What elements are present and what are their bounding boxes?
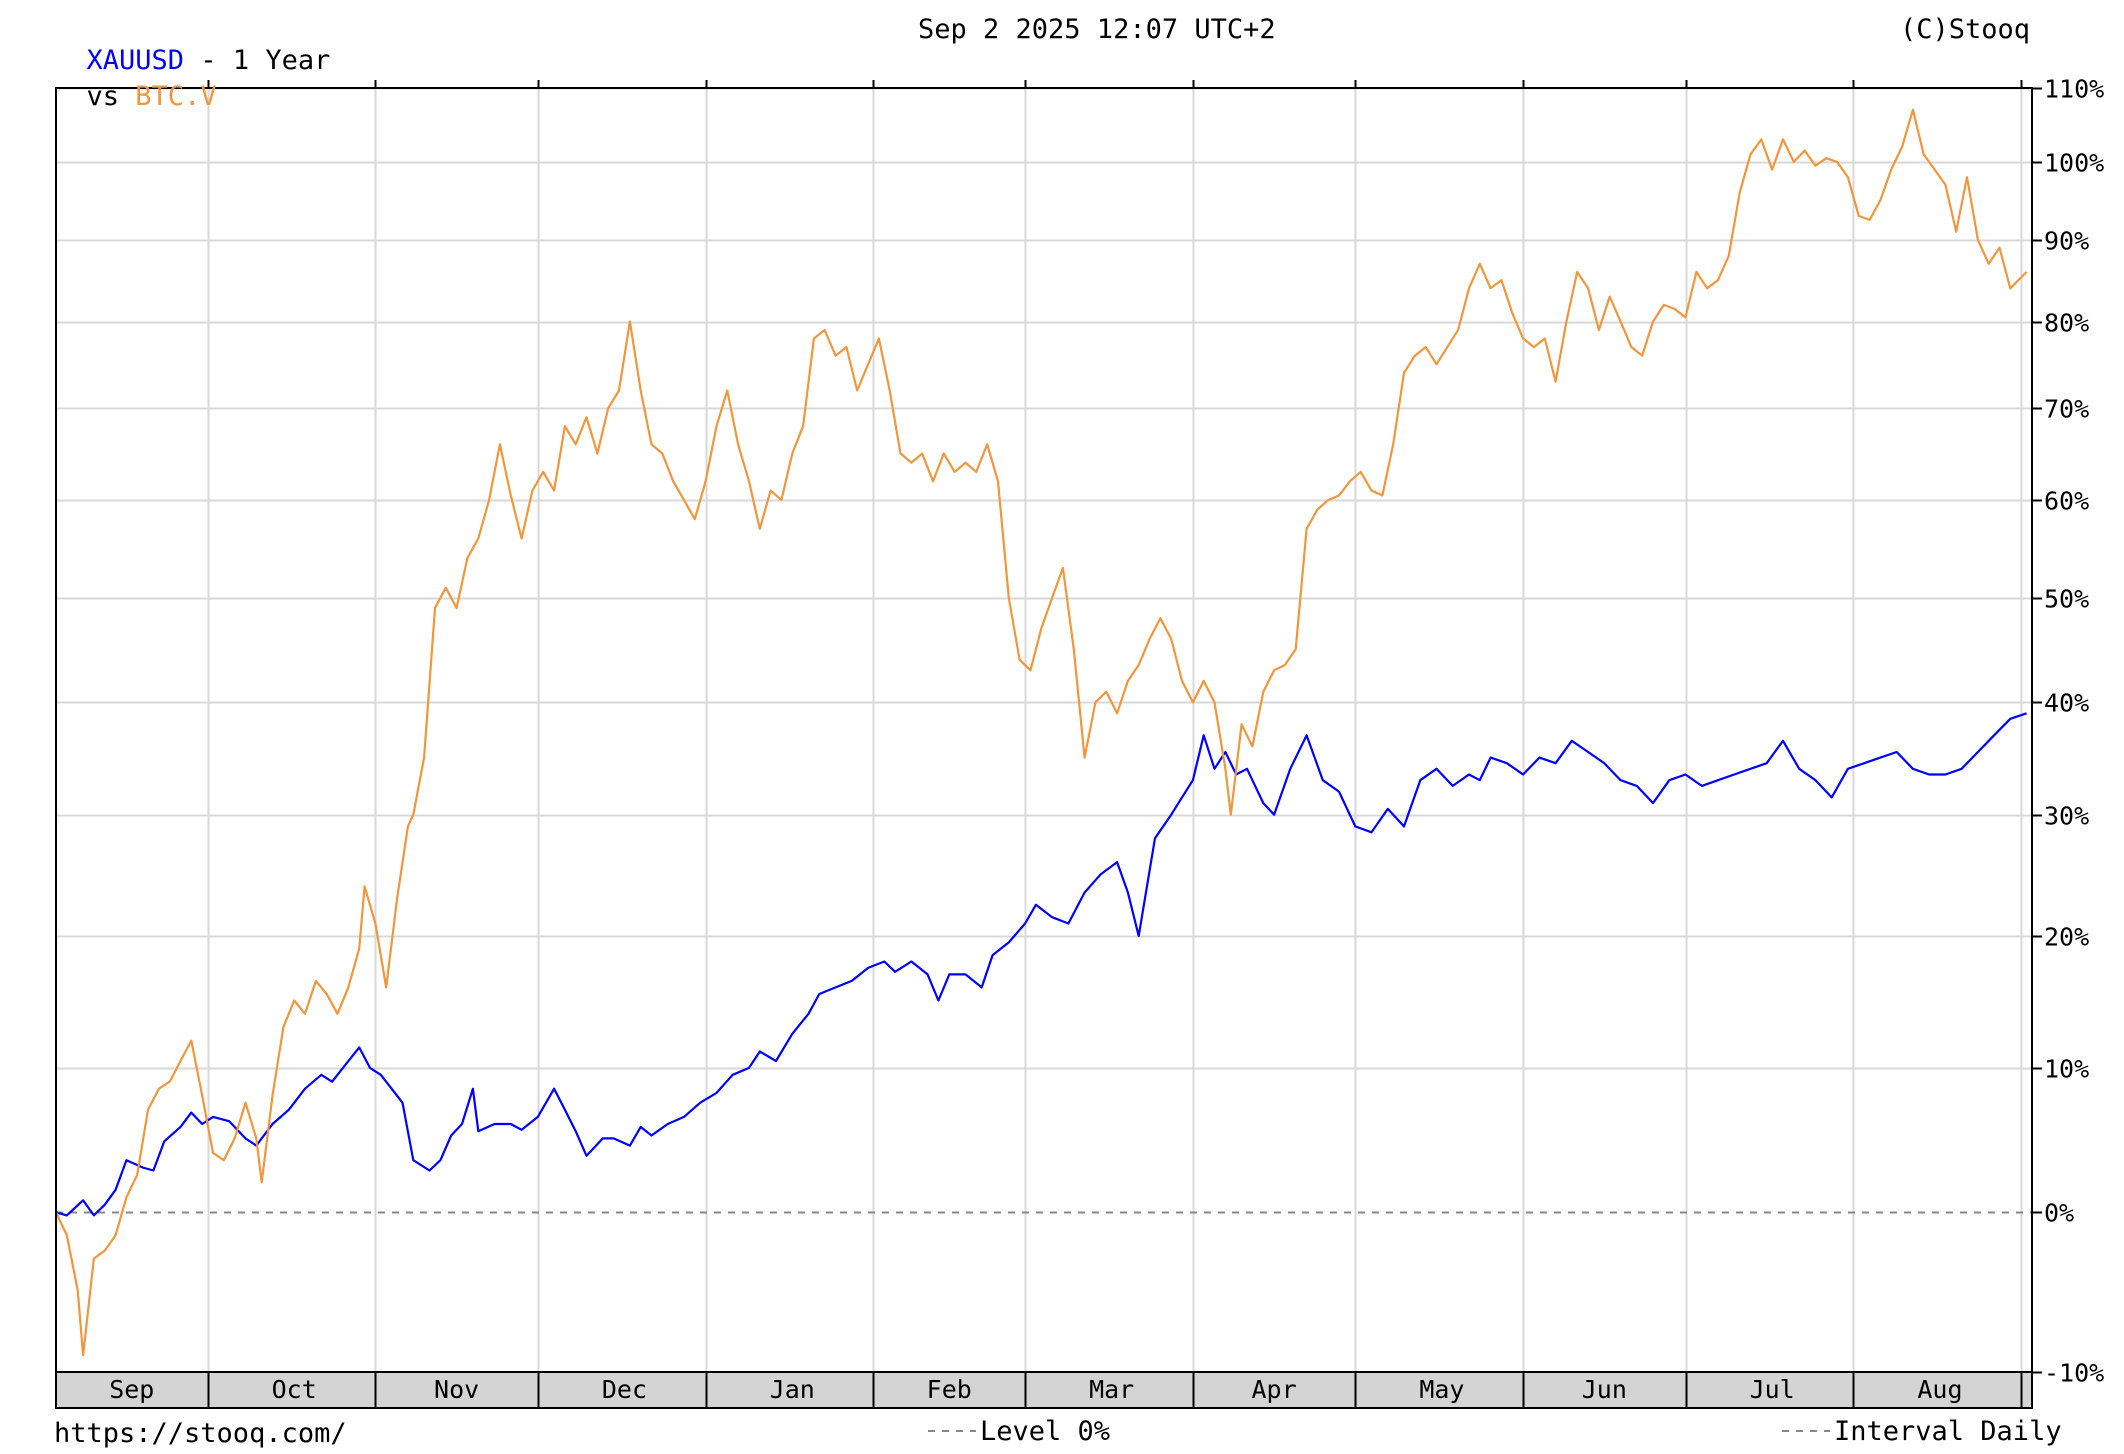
y-tick-label: 110% bbox=[2044, 75, 2104, 104]
month-label: Apr bbox=[1252, 1375, 1297, 1404]
month-label: Aug bbox=[1917, 1375, 1962, 1404]
plot-frame bbox=[55, 87, 2033, 1409]
y-tick-label: -10% bbox=[2044, 1359, 2104, 1388]
y-tick-label: 20% bbox=[2044, 923, 2089, 952]
btc-line bbox=[55, 108, 2028, 1357]
y-tick-label: 30% bbox=[2044, 802, 2089, 831]
y-tick-label: 90% bbox=[2044, 227, 2089, 256]
month-label: Sep bbox=[109, 1375, 154, 1404]
chart-title: XAUUSD - 1 Year bbox=[54, 14, 331, 76]
level-legend-label: Level 0% bbox=[980, 1416, 1110, 1447]
month-label: Jul bbox=[1750, 1375, 1795, 1404]
x-axis: Sep Oct Nov Dec Jan Feb Mar Apr May Jun Jul Aug bbox=[109, 80, 2023, 1408]
y-axis: 110% 100% 90% 80% 70% 60% 50% 40% 30% 20% 10% 0% -10… bbox=[2032, 75, 2104, 1388]
compare-symbol-link[interactable]: BTC.V bbox=[135, 81, 217, 112]
plot-border bbox=[55, 87, 2033, 1373]
month-label: Dec bbox=[602, 1375, 647, 1404]
y-tick-label: 40% bbox=[2044, 689, 2089, 718]
y-tick-label: 80% bbox=[2044, 309, 2089, 338]
series-lines bbox=[55, 108, 2028, 1357]
footer-legend: Level 0% Interval Daily bbox=[928, 1416, 2062, 1447]
y-tick-label: 100% bbox=[2044, 149, 2104, 178]
month-label: Jun bbox=[1582, 1375, 1627, 1404]
symbol-link[interactable]: XAUUSD bbox=[86, 45, 185, 76]
y-tick-label: 0% bbox=[2044, 1199, 2074, 1228]
interval-legend-label: Interval Daily bbox=[1834, 1416, 2062, 1447]
y-tick-label: 10% bbox=[2044, 1055, 2089, 1084]
y-tick-label: 70% bbox=[2044, 395, 2089, 424]
copyright: (C)Stooq bbox=[1899, 14, 2030, 45]
period-label: - 1 Year bbox=[184, 45, 331, 76]
y-tick-label: 50% bbox=[2044, 585, 2089, 614]
xauusd-line bbox=[55, 712, 2027, 1217]
month-label: Feb bbox=[927, 1375, 972, 1404]
month-label: Nov bbox=[434, 1375, 479, 1404]
vs-label: vs bbox=[86, 81, 136, 112]
timestamp: Sep 2 2025 12:07 UTC+2 bbox=[918, 14, 1276, 45]
month-band bbox=[55, 1371, 2033, 1409]
month-label: Jan bbox=[770, 1375, 815, 1404]
month-label: Mar bbox=[1089, 1375, 1134, 1404]
month-label: Oct bbox=[272, 1375, 317, 1404]
y-tick-label: 60% bbox=[2044, 487, 2089, 516]
comparison-label: vs BTC.V bbox=[54, 50, 217, 112]
month-label: May bbox=[1419, 1375, 1464, 1404]
source-url[interactable]: https://stooq.com/ bbox=[54, 1418, 347, 1449]
grid-lines bbox=[56, 87, 2032, 1374]
